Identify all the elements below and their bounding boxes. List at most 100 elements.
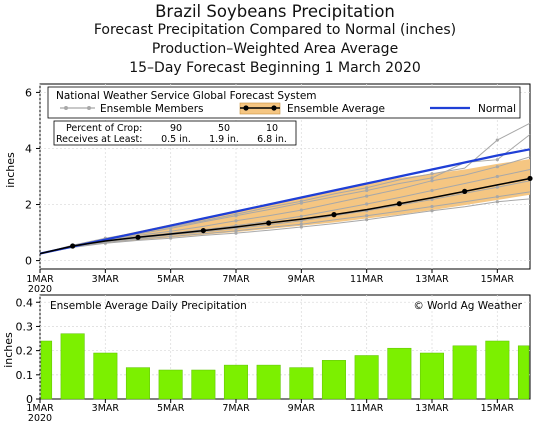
legend-average-marker-1	[243, 105, 249, 111]
daily-bar	[289, 367, 314, 400]
cumulative-y-tick-label: 0	[25, 255, 32, 268]
cumulative-x-tick-label: 1MAR	[26, 274, 54, 285]
daily-y-tick-label: 0.4	[16, 296, 34, 309]
daily-x-tick-label: 11MAR	[350, 403, 384, 414]
ensemble-member-point	[495, 185, 499, 189]
ensemble-member-point	[365, 218, 369, 222]
daily-bar	[321, 360, 346, 400]
ensemble-member-point	[430, 172, 434, 176]
legend-members-label: Ensemble Members	[100, 103, 204, 115]
cumulative-x-tick-label: 5MAR	[157, 274, 185, 285]
daily-x-tick-label: 9MAR	[288, 403, 316, 414]
ensemble-average-point	[396, 201, 402, 207]
ensemble-member-point	[430, 209, 434, 213]
ensemble-average-point	[331, 212, 337, 218]
ensemble-average-point	[527, 175, 533, 182]
cumulative-y-tick-label: 6	[25, 86, 32, 99]
chart-subtitle-1: Forecast Precipitation Compared to Norma…	[93, 22, 457, 38]
ensemble-member-point	[365, 214, 369, 218]
ensemble-average-point	[266, 220, 272, 226]
legend-members-marker-2	[87, 106, 91, 110]
daily-bar	[354, 355, 379, 400]
chart-subtitle-2: Production–Weighted Area Average	[151, 41, 399, 57]
ensemble-average-point	[135, 234, 141, 240]
daily-y-tick-label: 0	[26, 393, 33, 406]
cumulative-x-tick-label: 9MAR	[288, 274, 316, 285]
daily-bar	[60, 333, 85, 400]
cumulative-y-ticks: 0 2 4 6	[25, 86, 40, 268]
daily-bar	[419, 352, 444, 400]
crop-table-percent-90: 90	[170, 123, 182, 134]
daily-x-tick-label: 15MAR	[481, 403, 515, 414]
legend-frame	[47, 86, 521, 119]
daily-bar	[191, 369, 216, 400]
ensemble-member-point	[365, 202, 369, 206]
daily-x-tick-sublabel: 2020	[28, 413, 52, 424]
cumulative-y-tick-label: 4	[25, 142, 32, 155]
daily-y-ticks: 0 0.1 0.2 0.3 0.4	[16, 296, 40, 406]
cumulative-y-axis-label: inches	[4, 152, 17, 188]
ensemble-member-point	[495, 174, 499, 179]
daily-bar	[256, 364, 281, 400]
ensemble-average-point	[200, 227, 206, 234]
cumulative-x-tick-label: 7MAR	[222, 274, 250, 285]
cumulative-y-tick-label: 2	[25, 199, 32, 212]
daily-x-tick-label: 5MAR	[157, 403, 185, 414]
ensemble-member-point	[299, 214, 303, 218]
ensemble-member-point	[495, 165, 499, 169]
ensemble-member-line	[39, 191, 531, 255]
legend-members-marker-1	[64, 106, 68, 110]
crop-table-amount-10: 6.8 in.	[257, 134, 287, 145]
daily-bar	[452, 345, 477, 400]
crop-table-amount-label: Receives at Least:	[56, 134, 142, 145]
ensemble-member-point	[299, 225, 303, 229]
daily-y-tick-label: 0.1	[16, 369, 34, 382]
daily-x-tick-label: 7MAR	[222, 403, 250, 414]
daily-bar	[158, 369, 183, 400]
ensemble-member-point	[234, 231, 238, 235]
crop-table-percent-label: Percent of Crop:	[66, 123, 142, 134]
daily-bar	[485, 340, 510, 400]
chart-header: Brazil Soybeans Precipitation Forecast P…	[0, 0, 550, 78]
daily-bars	[40, 333, 530, 400]
daily-bar	[125, 367, 150, 400]
daily-bar	[387, 347, 412, 400]
ensemble-member-line	[39, 156, 531, 255]
daily-y-tick-label: 0.3	[16, 320, 34, 333]
ensemble-average-point	[70, 243, 76, 249]
legend-average-marker-2	[271, 105, 277, 111]
crop-table-amount-50: 1.9 in.	[209, 134, 239, 145]
daily-bar	[93, 352, 118, 400]
chart-subtitle-3: 15–Day Forecast Beginning 1 March 2020	[129, 60, 421, 76]
chart-title: Brazil Soybeans Precipitation	[155, 2, 395, 21]
crop-table-amount-90: 0.5 in.	[161, 134, 191, 145]
daily-bar	[40, 340, 53, 400]
crop-table-frame	[53, 120, 297, 146]
cumulative-x-tick-label: 3MAR	[92, 274, 120, 285]
ensemble-member-point	[234, 229, 238, 233]
cumulative-legend: National Weather Service Global Forecast…	[47, 86, 521, 119]
cumulative-x-tick-sublabel: 2020	[28, 284, 52, 295]
ensemble-member-point	[495, 200, 499, 204]
cumulative-x-tick-label: 15MAR	[481, 274, 515, 285]
ensemble-member-point	[169, 236, 173, 240]
normal-line	[39, 148, 531, 255]
ensemble-member-point	[299, 201, 303, 205]
ensemble-member-point	[365, 188, 369, 193]
ensemble-member-point	[169, 226, 173, 230]
daily-x-tick-label: 1MAR	[26, 403, 54, 414]
ensemble-average-point	[462, 188, 468, 194]
crop-percent-table: Percent of Crop: Receives at Least: 90 5…	[53, 120, 297, 146]
ensemble-member-point	[430, 176, 434, 180]
daily-y-tick-label: 0.2	[16, 345, 34, 358]
ensemble-member-point	[430, 204, 434, 209]
cumulative-x-tick-label: 11MAR	[350, 274, 384, 285]
legend-normal-label: Normal	[478, 103, 516, 115]
daily-bar	[223, 364, 248, 400]
daily-x-tick-label: 13MAR	[415, 403, 449, 414]
